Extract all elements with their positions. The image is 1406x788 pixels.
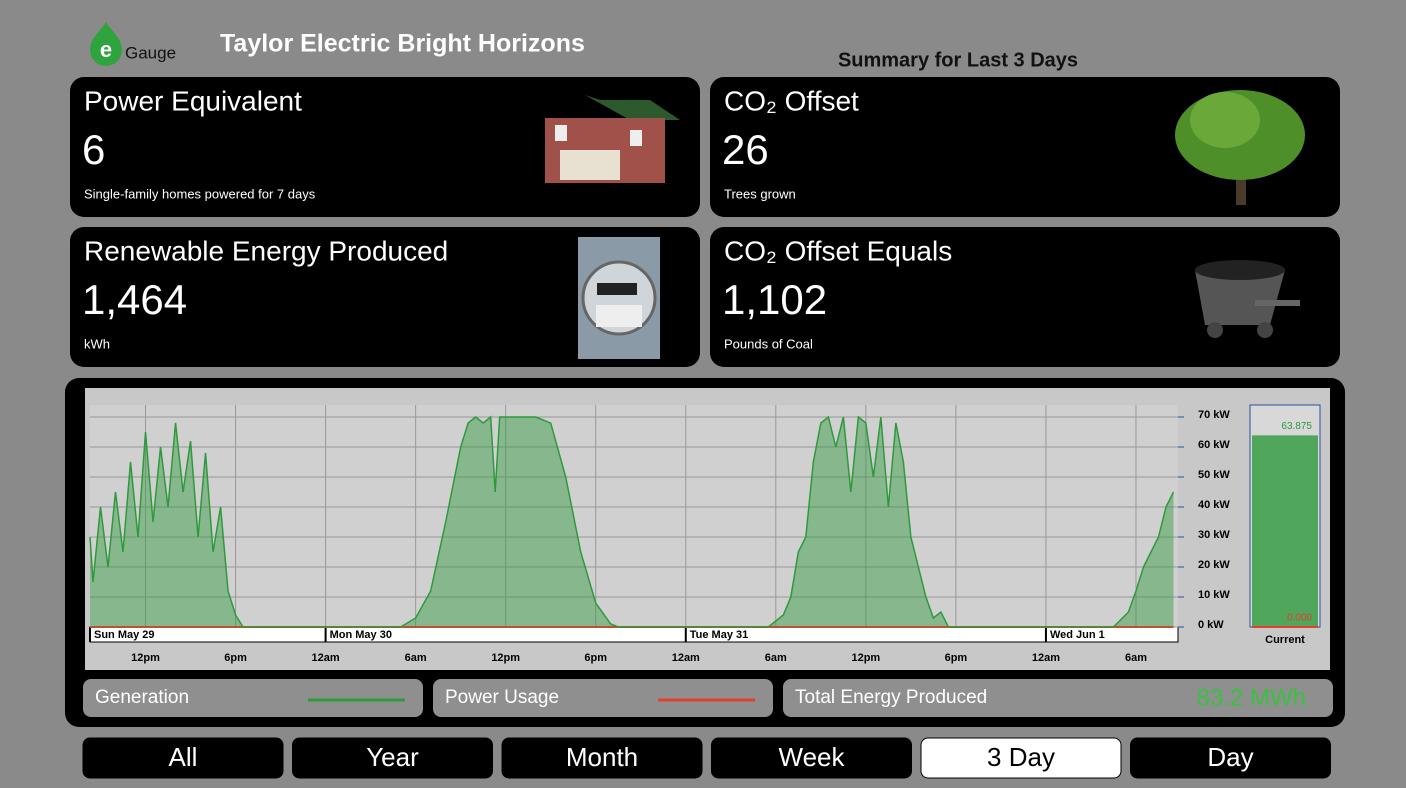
x-tick-label: 12am — [312, 652, 340, 664]
date-label: Mon May 30 — [330, 629, 392, 641]
card-title: CO₂ Offset Equals — [724, 235, 952, 266]
total-value: 83.2 MWh — [1197, 684, 1306, 711]
card-caption: Single-family homes powered for 7 days — [84, 186, 316, 201]
card-caption: kWh — [84, 336, 110, 351]
x-tick-label: 6am — [405, 652, 427, 664]
card-value: 1,464 — [82, 276, 187, 323]
summary-title: Summary for Last 3 Days — [838, 49, 1078, 71]
y-tick-label: 70 kW — [1198, 409, 1230, 421]
y-tick-label: 10 kW — [1198, 589, 1230, 601]
x-tick-label: 6pm — [584, 652, 607, 664]
range-button-label[interactable]: Year — [366, 742, 419, 772]
current-usage-label: 0.000 — [1287, 613, 1312, 624]
range-button-label[interactable]: Month — [566, 742, 638, 772]
site-title: Taylor Electric Bright Horizons — [220, 30, 585, 58]
x-tick-label: 6pm — [224, 652, 247, 664]
y-tick-label: 40 kW — [1198, 499, 1230, 511]
logo-text: Gauge — [125, 43, 176, 62]
x-tick-label: 12pm — [131, 652, 160, 664]
legend-label: Generation — [95, 687, 189, 708]
plot-area — [90, 405, 1178, 627]
y-tick-label: 30 kW — [1198, 529, 1230, 541]
y-tick-label: 20 kW — [1198, 559, 1230, 571]
range-button-label[interactable]: 3 Day — [987, 742, 1055, 772]
y-tick-label: 0 kW — [1198, 619, 1224, 631]
card-title: Renewable Energy Produced — [84, 235, 448, 266]
x-tick-label: 6am — [1125, 652, 1147, 664]
legend-label: Power Usage — [445, 687, 559, 708]
card-value: 6 — [82, 126, 105, 173]
date-label: Wed Jun 1 — [1050, 629, 1105, 641]
range-button-label[interactable]: Day — [1207, 742, 1253, 772]
y-tick-label: 50 kW — [1198, 469, 1230, 481]
logo-letter: e — [100, 37, 112, 62]
range-button-label[interactable]: Week — [779, 742, 846, 772]
x-tick-label: 12am — [672, 652, 700, 664]
x-tick-label: 6am — [765, 652, 787, 664]
x-tick-label: 6pm — [945, 652, 968, 664]
page: e Gauge Taylor Electric Bright Horizons … — [0, 0, 1406, 788]
dashboard: e Gauge Taylor Electric Bright Horizons … — [0, 0, 1406, 788]
range-button-label[interactable]: All — [169, 742, 198, 772]
card-title: Power Equivalent — [84, 85, 302, 116]
current-bar — [1252, 435, 1318, 627]
date-label: Sun May 29 — [94, 629, 155, 641]
x-tick-label: 12pm — [851, 652, 880, 664]
total-label: Total Energy Produced — [795, 687, 987, 708]
date-strip — [90, 627, 1178, 642]
meter-icon — [578, 237, 660, 359]
card-caption: Pounds of Coal — [724, 336, 813, 351]
date-label: Tue May 31 — [690, 629, 749, 641]
x-tick-label: 12am — [1032, 652, 1060, 664]
current-label: Current — [1265, 634, 1305, 646]
current-generation-label: 63.875 — [1281, 421, 1312, 432]
y-tick-label: 60 kW — [1198, 439, 1230, 451]
card-value: 26 — [722, 126, 769, 173]
card-title: CO₂ Offset — [724, 85, 859, 116]
card-value: 1,102 — [722, 276, 827, 323]
card-caption: Trees grown — [724, 186, 796, 201]
x-tick-label: 12pm — [491, 652, 520, 664]
